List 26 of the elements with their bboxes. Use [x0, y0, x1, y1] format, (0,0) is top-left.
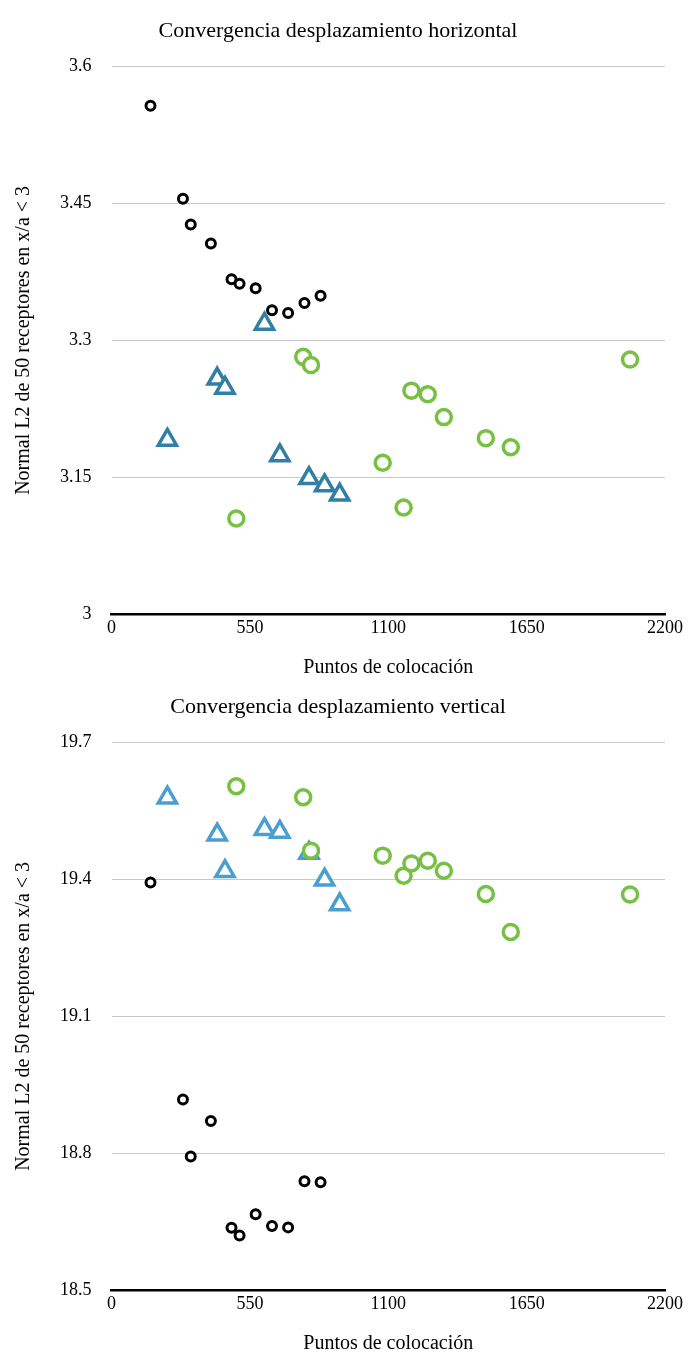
- x-tick-label: 0: [107, 616, 116, 637]
- y-tick-label: 3: [82, 603, 92, 624]
- y-tick-label: 3.6: [69, 55, 92, 76]
- y-tick-label: 18.5: [60, 1279, 92, 1300]
- x-axis-title: Puntos de colocación: [303, 1331, 474, 1354]
- y-tick-label: 19.4: [60, 868, 92, 889]
- x-tick-label: 550: [236, 616, 264, 637]
- x-tick-label: 1650: [508, 1292, 545, 1313]
- y-tick-label: 19.7: [60, 731, 92, 752]
- x-tick-label: 550: [236, 1292, 264, 1313]
- chart-title: Convergencia desplazamiento horizontal: [158, 16, 518, 42]
- x-tick-label: 2200: [647, 1292, 683, 1313]
- y-axis-title: Normal L2 de 50 receptores en x/a < 3: [11, 185, 35, 495]
- x-tick-label: 0: [107, 1292, 116, 1313]
- y-tick-label: 19.1: [60, 1005, 92, 1026]
- x-tick-label: 1650: [508, 616, 545, 637]
- x-tick-label: 2200: [647, 616, 683, 637]
- x-tick-label: 1100: [370, 616, 406, 637]
- x-axis-title: Puntos de colocación: [303, 655, 474, 678]
- y-tick-label: 3.45: [60, 192, 92, 213]
- y-tick-label: 3.3: [69, 329, 92, 350]
- chart-title: Convergencia desplazamiento vertical: [170, 692, 506, 718]
- y-tick-label: 18.8: [60, 1142, 92, 1163]
- y-axis-title: Normal L2 de 50 receptores en x/a < 3: [11, 861, 35, 1171]
- y-tick-label: 3.15: [60, 466, 92, 487]
- x-tick-label: 1100: [370, 1292, 406, 1313]
